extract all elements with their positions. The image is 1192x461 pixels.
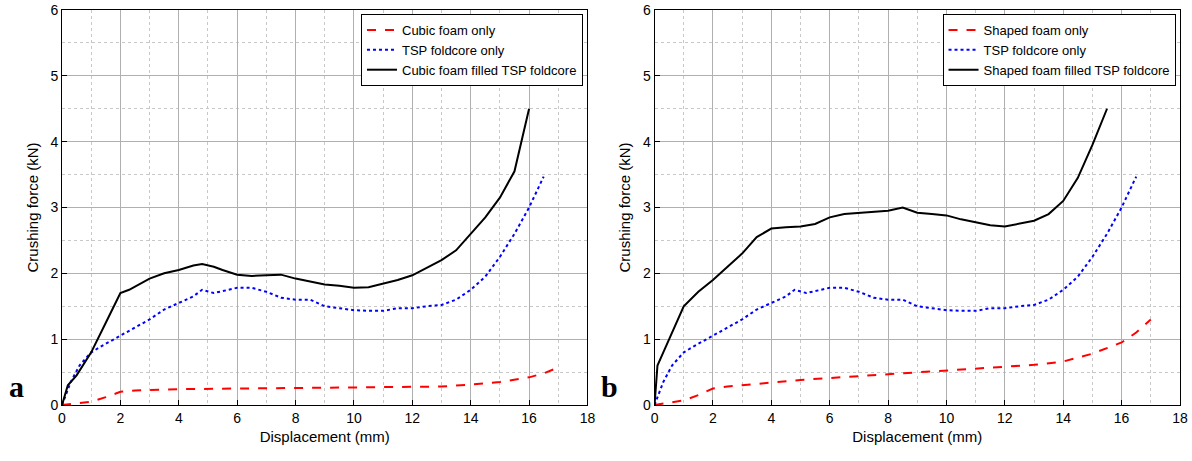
svg-text:12: 12 — [997, 410, 1013, 426]
svg-text:0: 0 — [58, 410, 66, 426]
svg-text:4: 4 — [767, 410, 775, 426]
svg-text:TSP foldcore only: TSP foldcore only — [984, 43, 1087, 58]
svg-text:16: 16 — [1114, 410, 1130, 426]
svg-text:6: 6 — [233, 410, 241, 426]
svg-text:2: 2 — [50, 265, 58, 281]
svg-text:16: 16 — [521, 410, 537, 426]
svg-text:6: 6 — [50, 2, 58, 18]
svg-text:10: 10 — [939, 410, 955, 426]
svg-text:a: a — [9, 370, 24, 403]
svg-text:18: 18 — [1172, 410, 1188, 426]
svg-text:2: 2 — [116, 410, 124, 426]
svg-text:Crushing force (kN): Crushing force (kN) — [616, 142, 633, 272]
svg-text:Shaped foam only: Shaped foam only — [984, 23, 1089, 38]
svg-text:b: b — [601, 370, 618, 403]
svg-text:Cubic foam only: Cubic foam only — [402, 23, 496, 38]
svg-text:5: 5 — [50, 68, 58, 84]
svg-text:5: 5 — [643, 68, 651, 84]
svg-text:0: 0 — [651, 410, 659, 426]
svg-text:4: 4 — [50, 134, 58, 150]
svg-text:Displacement (mm): Displacement (mm) — [260, 428, 390, 445]
svg-text:Shaped foam filled TSP foldcor: Shaped foam filled TSP foldcore — [984, 63, 1170, 78]
svg-text:2: 2 — [643, 265, 651, 281]
svg-text:3: 3 — [50, 199, 58, 215]
svg-text:4: 4 — [175, 410, 183, 426]
svg-text:Cubic foam filled TSP foldcore: Cubic foam filled TSP foldcore — [402, 63, 576, 78]
svg-text:10: 10 — [346, 410, 362, 426]
svg-text:4: 4 — [643, 134, 651, 150]
svg-text:14: 14 — [463, 410, 479, 426]
svg-text:3: 3 — [643, 199, 651, 215]
svg-text:2: 2 — [709, 410, 717, 426]
svg-text:0: 0 — [643, 397, 651, 413]
svg-text:TSP foldcore only: TSP foldcore only — [402, 43, 505, 58]
svg-text:6: 6 — [643, 2, 651, 18]
svg-text:1: 1 — [50, 331, 58, 347]
svg-text:18: 18 — [580, 410, 596, 426]
svg-text:Displacement (mm): Displacement (mm) — [852, 428, 982, 445]
svg-text:6: 6 — [826, 410, 834, 426]
svg-text:1: 1 — [643, 331, 651, 347]
svg-text:14: 14 — [1055, 410, 1071, 426]
svg-text:0: 0 — [50, 397, 58, 413]
svg-text:8: 8 — [884, 410, 892, 426]
svg-text:Crushing force (kN): Crushing force (kN) — [24, 142, 41, 272]
svg-text:12: 12 — [405, 410, 421, 426]
svg-text:8: 8 — [292, 410, 300, 426]
